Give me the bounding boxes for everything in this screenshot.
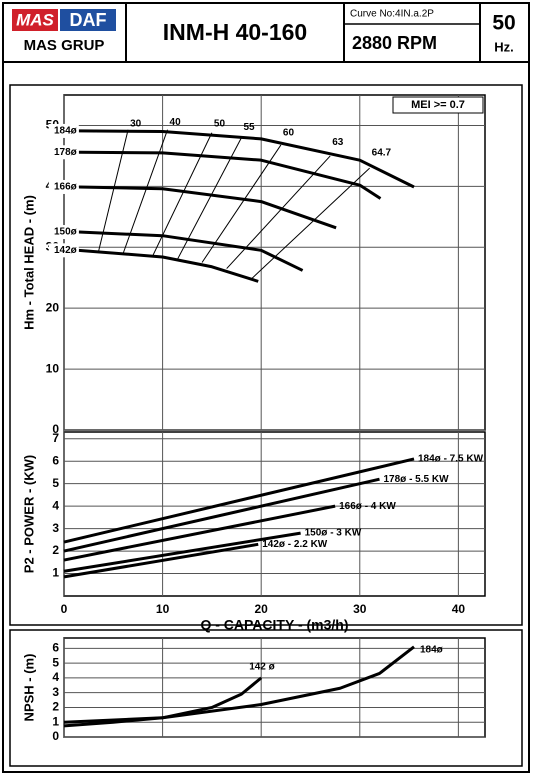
label-bg [48,243,79,258]
y-tick-label: 3 [52,685,59,699]
y-tick-label: 20 [46,300,60,314]
speed: 2880 RPM [352,33,437,53]
model-title: INM-H 40-160 [163,19,307,45]
y-tick-label: 2 [52,543,59,557]
y-tick-label: 7 [52,431,59,445]
plot-area [63,94,486,431]
annotation-box [392,96,484,114]
curve-no: Curve No:4IN.a.2P [350,9,434,20]
y-axis-label: Hm - Total HEAD - (m) [21,195,36,330]
curve [63,676,263,728]
y-tick-label: 6 [52,453,59,467]
y-tick-label: 0 [52,422,59,436]
annotation: MEI >= 0.7 [411,99,465,111]
label-bg [48,145,79,160]
y-tick-label: 0 [52,729,59,743]
y-tick-label: 1 [52,714,59,728]
curve [78,150,382,200]
efficiency-label: 40 [170,117,182,128]
panel-border [9,629,523,767]
series-label: 184ø - 7.5 KW [418,454,484,465]
y-axis-label: NPSH - (m) [21,654,36,722]
label-bg [48,123,79,138]
plot-area [63,431,486,597]
x-tick-label: 10 [156,602,170,616]
y-tick-label: 4 [52,670,59,684]
brand-group: MAS GRUP [24,37,105,54]
brand-right: DAF [70,10,107,30]
series-label: 166ø - 4 KW [339,501,396,512]
y-tick-label: 1 [52,566,59,580]
y-tick-label: 2 [52,700,59,714]
curve [63,477,380,553]
efficiency-label: 64.7 [372,148,392,159]
y-tick-label: 5 [52,476,59,490]
logo-mas [12,9,58,31]
logo-daf [60,9,116,31]
series-label: 166ø [54,182,78,193]
label-bg [48,179,79,194]
curve [78,248,259,283]
curve [63,531,301,573]
series-label: 142 ø [249,662,275,673]
panel-border [9,84,523,626]
x-tick-label: 0 [61,602,68,616]
efficiency-line [122,129,168,254]
curve [78,185,337,230]
curve [63,504,336,562]
y-axis-label: P2 - POWER - (KW) [21,455,36,573]
efficiency-line [98,129,129,252]
y-tick-label: 5 [52,655,59,669]
series-label: 178ø - 5.5 KW [384,474,450,485]
efficiency-label: 60 [283,128,295,139]
series-label: 150ø - 3 KW [305,528,362,539]
y-tick-label: 6 [52,641,59,655]
y-tick-label: 10 [46,361,60,375]
x-tick-label: 20 [255,602,269,616]
series-label: 184ø [54,126,78,137]
curve [63,645,415,724]
x-axis-label: Q - CAPACITY - (m3/h) [200,617,348,633]
efficiency-label: 55 [243,122,255,133]
curve [78,230,304,272]
frequency-unit: Hz. [494,39,514,54]
series-label: 178ø [54,147,78,158]
x-tick-label: 40 [452,602,466,616]
series-label: 142ø [54,245,78,256]
series-label: 184ø [420,645,444,656]
efficiency-line [250,167,370,280]
curve [63,542,259,579]
series-label: 142ø - 2.2 KW [262,539,328,550]
label-bg [48,225,79,240]
y-tick-label: 3 [52,521,59,535]
efficiency-label: 30 [130,118,142,129]
series-label: 150ø [54,227,78,238]
curve [78,129,415,189]
curve [63,457,415,544]
brand-left: MAS [16,10,54,29]
efficiency-label: 63 [332,137,344,148]
frequency: 50 [492,12,515,35]
x-tick-label: 30 [353,602,367,616]
efficiency-label: 50 [214,118,226,129]
y-tick-label: 4 [52,498,59,512]
